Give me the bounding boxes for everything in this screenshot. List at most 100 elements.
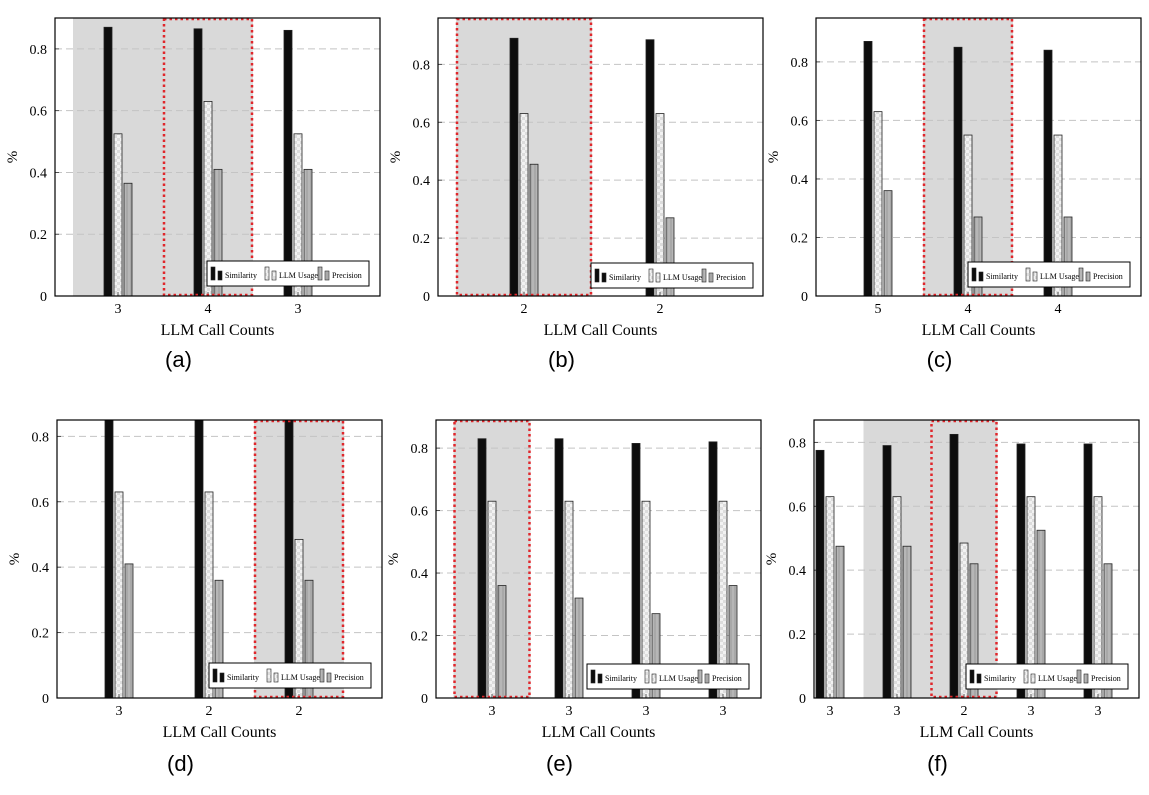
y-tick-label: 0.6 [30,105,48,120]
legend-swatch-llm-usage [644,669,650,684]
legend: Similarity LLM Usage Precision [586,663,750,690]
y-tick-label: 0.8 [411,442,429,457]
legend-swatch-similarity [971,267,977,282]
bar-llm-usage [873,111,883,297]
bar-similarity [104,419,114,699]
y-tick-label: 0.2 [413,232,431,247]
y-tick-label: 0.4 [789,564,807,579]
x-axis-label: LLM Call Counts [542,724,656,741]
selection-box [253,419,345,699]
plot-frame [815,17,1142,297]
legend-swatch-similarity [210,266,216,281]
y-tick-label: 0.6 [789,500,807,515]
bar-precision [124,563,134,699]
x-tick-label: 3 [116,704,123,719]
plot-frame [54,17,381,297]
y-tick-label: 0.2 [411,630,429,645]
x-axis-label: LLM Call Counts [544,322,658,339]
bar-precision [574,597,584,699]
bar-similarity [815,449,825,699]
legend-label-similarity: Similarity [609,273,641,282]
panel-caption: (a) [165,347,192,372]
bar-llm-usage [564,500,574,699]
y-tick-label: 0.8 [413,58,431,73]
bar-similarity [194,419,204,699]
x-tick-label: 2 [961,704,968,719]
y-tick-label: 0 [40,290,47,305]
y-tick-label: 0.2 [30,228,48,243]
y-tick-label: 0 [421,692,428,707]
legend-label-llm-usage: LLM Usage [1038,674,1077,683]
legend-swatch-llm-usage [1025,267,1031,282]
x-axis-label: LLM Call Counts [163,724,277,741]
bar-llm-usage [892,496,902,699]
legend-swatch-llm-usage [266,668,272,683]
bar-llm-usage [825,496,835,699]
bar-precision [529,163,539,297]
y-tick-label: 0.4 [30,166,48,181]
legend-label-precision: Precision [712,674,742,683]
bar-similarity [949,433,959,699]
x-tick-label: 3 [295,302,302,317]
bar-precision [123,182,133,297]
chart-panel-a: 0 0.2 0.4 0.6 0.8 3 4 3 Similarity LLM Usage Preci… [5,17,381,372]
legend-swatch-precision [697,669,703,684]
bar-similarity [863,41,873,297]
legend-label-precision: Precision [332,271,362,280]
legend-label-similarity: Similarity [986,272,1018,281]
y-tick-label: 0 [42,692,49,707]
legend-swatch-similarity [590,669,596,684]
bar-similarity [509,37,519,297]
panel-caption: (c) [927,347,953,372]
bar-similarity [193,28,203,297]
legend-swatch-llm-usage [648,268,654,283]
legend-swatch-llm-usage [1023,669,1029,684]
x-tick-label: 2 [657,302,664,317]
bar-similarity [283,29,293,297]
y-tick-label: 0.4 [411,567,429,582]
x-tick-label: 3 [566,704,573,719]
legend: Similarity LLM Usage Precision [590,262,754,289]
chart-panel-c: 0 0.2 0.4 0.6 0.8 5 4 4 Similarity LLM Usage Preci… [766,17,1142,372]
panel-caption: (d) [167,751,194,776]
chart-panel-b: 0 0.2 0.4 0.6 0.8 2 2 Similarity LLM Usage Precis… [388,17,764,372]
legend-label-llm-usage: LLM Usage [659,674,698,683]
legend-swatch-precision [1078,267,1084,282]
bar-precision [883,190,893,297]
y-tick-label: 0 [799,692,806,707]
y-axis-label: % [5,151,21,164]
selection-box [162,17,254,297]
y-axis-label: % [766,151,782,164]
plot-frame [435,419,762,699]
bar-similarity [882,445,892,699]
panel-caption: (e) [546,751,573,776]
x-tick-label: 3 [489,704,496,719]
bar-similarity [1043,49,1053,297]
y-tick-label: 0.2 [789,628,807,643]
legend-swatch-precision [701,268,707,283]
x-axis-label: LLM Call Counts [922,322,1036,339]
legend-swatch-llm-usage [264,266,270,281]
legend-swatch-precision [1076,669,1082,684]
x-tick-label: 3 [115,302,122,317]
legend-label-precision: Precision [334,673,364,682]
y-tick-label: 0.4 [32,561,50,576]
x-tick-label: 4 [1055,302,1062,317]
y-tick-label: 0.2 [32,627,50,642]
y-tick-label: 0 [801,290,808,305]
selection-box [922,17,1014,297]
legend-label-precision: Precision [1091,674,1121,683]
y-tick-label: 0.6 [411,505,429,520]
x-tick-label: 2 [206,704,213,719]
x-tick-label: 3 [1028,704,1035,719]
y-tick-label: 0.8 [789,436,807,451]
y-axis-label: % [388,151,404,164]
y-tick-label: 0.8 [32,430,50,445]
legend-label-similarity: Similarity [984,674,1016,683]
bar-precision [902,545,912,699]
legend-swatch-similarity [212,668,218,683]
plot-frame [813,419,1140,699]
chart-panel-f: 0 0.2 0.4 0.6 0.8 3 3 2 3 3 Similarity LLM Usage Pre… [764,419,1140,776]
y-tick-label: 0.6 [32,496,50,511]
legend-swatch-precision [317,266,323,281]
